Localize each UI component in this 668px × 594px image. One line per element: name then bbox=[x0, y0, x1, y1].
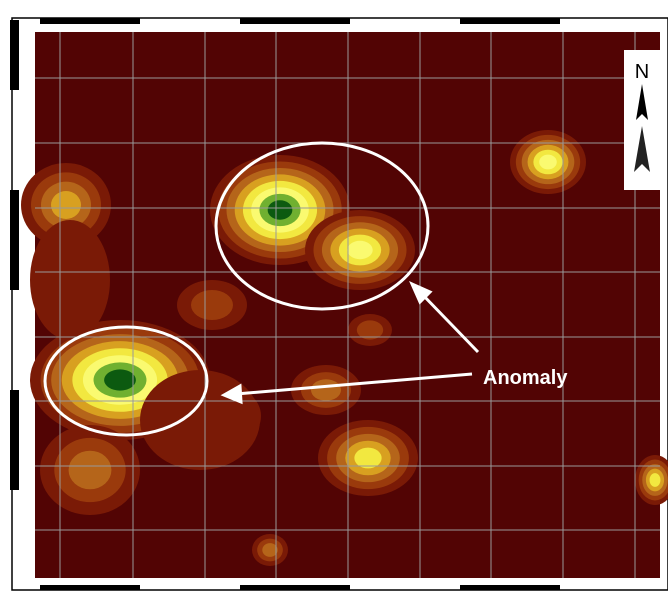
arrow-line bbox=[235, 372, 473, 396]
contour bbox=[191, 290, 233, 320]
contour bbox=[140, 370, 260, 470]
grid bbox=[35, 32, 660, 578]
contour bbox=[267, 200, 293, 220]
annotation-arrows bbox=[220, 281, 480, 405]
north-label: N bbox=[635, 61, 649, 83]
anomaly-circle bbox=[43, 325, 209, 437]
contour bbox=[311, 379, 341, 401]
frame-segment bbox=[10, 390, 19, 490]
contour-layer bbox=[21, 130, 668, 566]
contour bbox=[68, 450, 112, 490]
contour bbox=[356, 320, 384, 340]
contour bbox=[104, 369, 136, 391]
north-arrow-box bbox=[624, 50, 660, 190]
frame-segment bbox=[40, 585, 140, 590]
contour bbox=[649, 473, 661, 487]
frame-segment bbox=[10, 190, 19, 290]
frame-segment bbox=[10, 20, 19, 90]
frame-ticks bbox=[10, 18, 560, 590]
arrow-head bbox=[220, 383, 243, 405]
annotation-label: Anomaly bbox=[483, 367, 568, 389]
arrow-line bbox=[418, 290, 480, 354]
contour bbox=[347, 240, 373, 260]
contour bbox=[539, 154, 557, 170]
contour bbox=[30, 220, 110, 340]
north-arrow-tail bbox=[634, 126, 650, 172]
frame-segment bbox=[240, 18, 350, 24]
contour bbox=[354, 447, 382, 469]
frame-segment bbox=[460, 585, 560, 590]
contour bbox=[51, 191, 81, 219]
frame-segment bbox=[40, 18, 140, 24]
contour bbox=[262, 543, 278, 557]
frame-segment bbox=[460, 18, 560, 24]
frame-segment bbox=[240, 585, 350, 590]
anomaly-circle bbox=[214, 141, 430, 311]
north-arrow-head bbox=[636, 84, 648, 120]
arrow-head bbox=[409, 281, 433, 305]
